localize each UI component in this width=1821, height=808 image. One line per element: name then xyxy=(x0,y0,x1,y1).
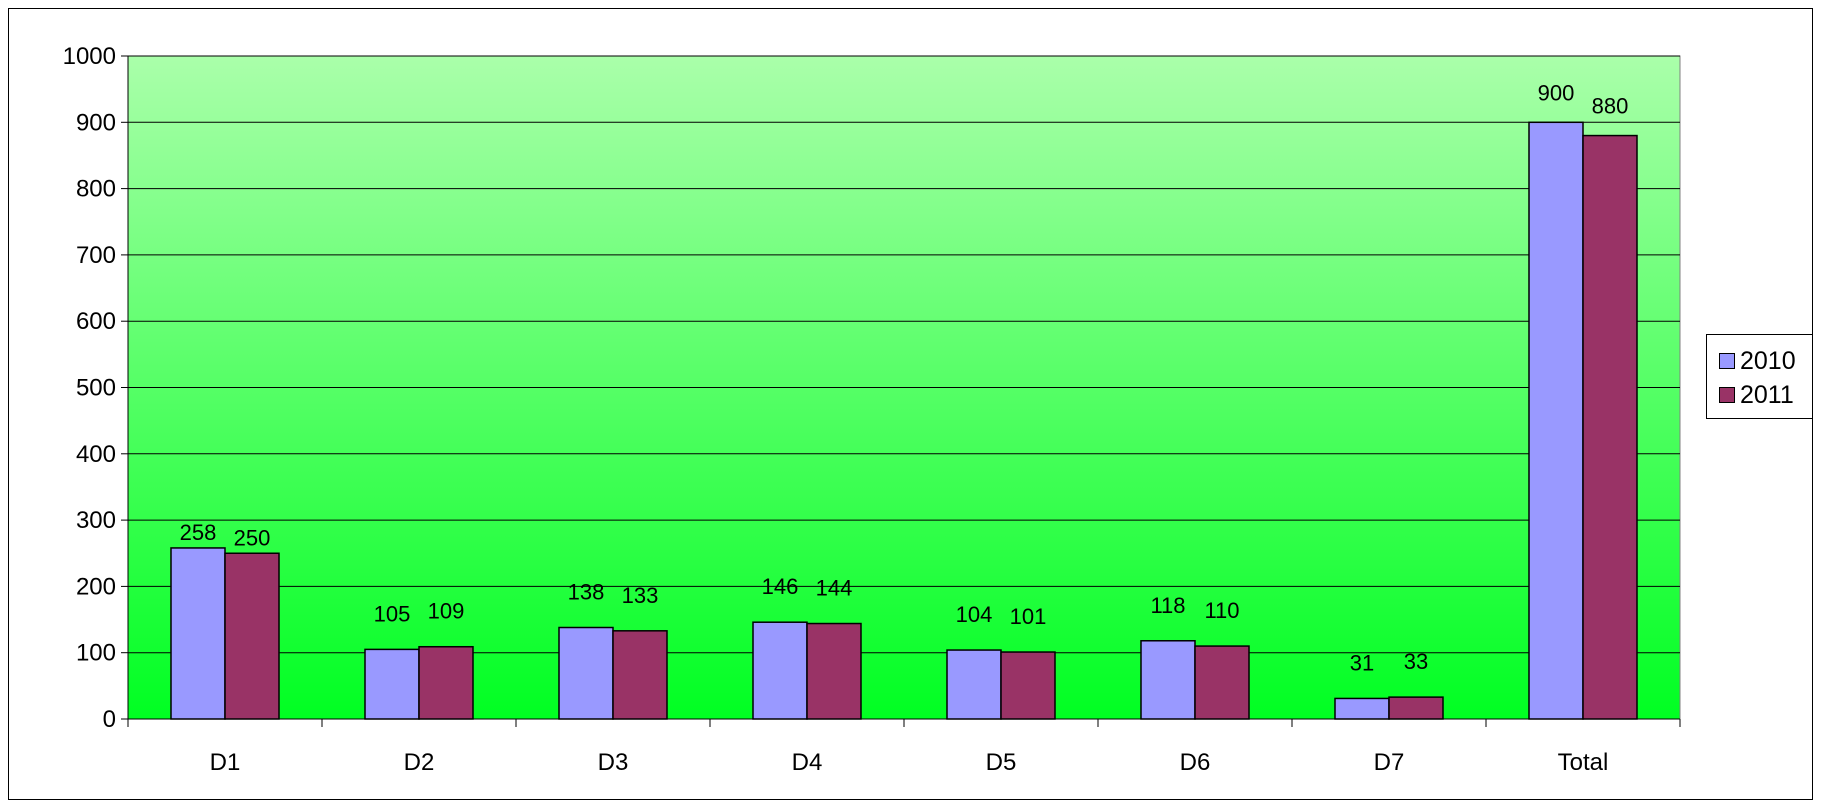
legend-label-2010: 2010 xyxy=(1740,347,1796,375)
legend-swatch-2011 xyxy=(1719,387,1735,403)
legend-item-2011: 2011 xyxy=(1719,380,1794,410)
x-tick-label: D5 xyxy=(986,749,1017,776)
grid-lines xyxy=(128,55,1680,654)
data-label: 109 xyxy=(428,599,465,624)
data-label: 118 xyxy=(1150,593,1185,618)
x-tick-label: D2 xyxy=(404,749,435,776)
bar-2011-Total xyxy=(1582,134,1638,720)
y-tick-label: 700 xyxy=(76,242,116,269)
bar-2010-Total xyxy=(1528,121,1584,720)
data-label: 900 xyxy=(1538,80,1575,105)
x-tick-label: D6 xyxy=(1180,749,1211,776)
data-labels: 258 250 105 109 138 133 146 144 104 101 118 110 31 33… xyxy=(180,80,1629,675)
data-label: 258 xyxy=(180,520,217,545)
y-tick-label: 900 xyxy=(76,109,116,136)
x-tick-label: D7 xyxy=(1374,749,1405,776)
data-label: 33 xyxy=(1404,649,1428,674)
data-label: 146 xyxy=(762,574,799,599)
bar-2011-D4 xyxy=(806,622,862,720)
legend-swatch-2010 xyxy=(1719,353,1735,369)
y-tick-label: 100 xyxy=(76,640,116,667)
y-tick-label: 200 xyxy=(76,573,116,600)
bar-2010-D6 xyxy=(1140,640,1196,720)
y-tick-label: 400 xyxy=(76,441,116,468)
bars xyxy=(170,121,1638,720)
y-tick-label: 1000 xyxy=(63,43,116,70)
data-label: 144 xyxy=(816,576,853,601)
bar-2010-D7 xyxy=(1334,697,1390,720)
bar-2010-D5 xyxy=(946,649,1002,720)
y-tick-label: 800 xyxy=(76,176,116,203)
bar-2010-D2 xyxy=(364,648,420,720)
data-label: 250 xyxy=(234,525,271,550)
bar-2011-D6 xyxy=(1194,645,1250,720)
bar-2011-D2 xyxy=(418,645,474,720)
data-label: 138 xyxy=(568,580,605,605)
data-label: 880 xyxy=(1592,94,1629,119)
data-label: 110 xyxy=(1204,598,1239,623)
x-tick-label: D3 xyxy=(598,749,629,776)
x-tick-label: D4 xyxy=(792,749,823,776)
bar-2010-D4 xyxy=(752,621,808,720)
bar-2010-D1 xyxy=(170,547,226,720)
x-tick-label: Total xyxy=(1558,749,1609,776)
legend-item-2010: 2010 xyxy=(1719,346,1796,376)
legend: 2010 2011 xyxy=(1706,334,1813,419)
data-label: 104 xyxy=(956,602,993,627)
bar-2011-D7 xyxy=(1388,696,1444,720)
data-label: 133 xyxy=(622,583,659,608)
axes: 0 100 200 300 400 500 600 700 800 900 1000 D1 D2 D3 D4… xyxy=(63,43,1681,776)
y-tick-label: 600 xyxy=(76,308,116,335)
bar-2011-D1 xyxy=(224,552,280,720)
x-tick-label: D1 xyxy=(210,749,241,776)
data-label: 101 xyxy=(1010,604,1047,629)
y-tick-label: 500 xyxy=(76,375,116,402)
y-tick-label: 300 xyxy=(76,507,116,534)
bar-2011-D5 xyxy=(1000,651,1056,720)
bar-2011-D3 xyxy=(612,630,668,720)
data-label: 105 xyxy=(374,601,411,626)
y-tick-label: 0 xyxy=(103,706,116,733)
bar-2010-D3 xyxy=(558,626,614,720)
data-label: 31 xyxy=(1350,650,1374,675)
legend-label-2011: 2011 xyxy=(1740,381,1794,409)
